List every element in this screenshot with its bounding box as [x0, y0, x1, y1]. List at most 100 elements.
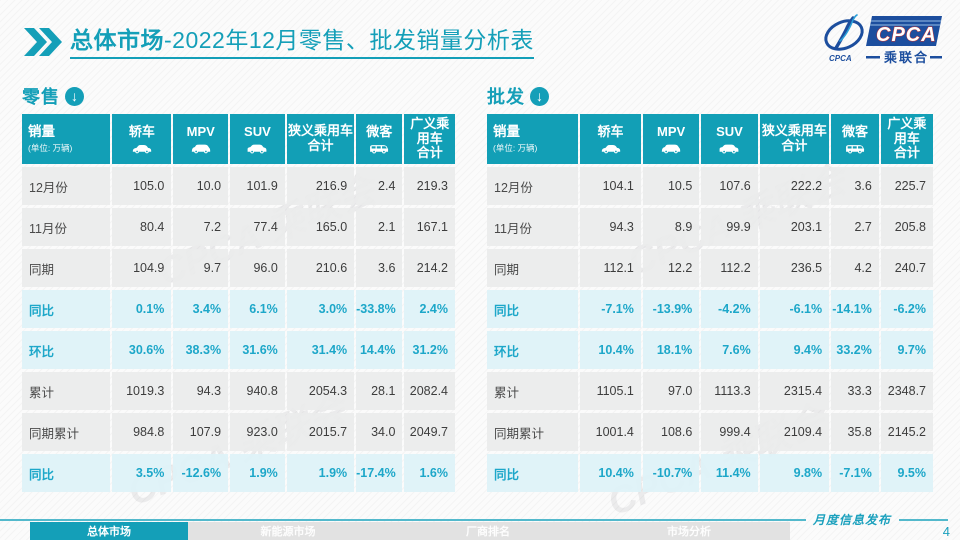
- row-label: 12月份: [487, 167, 579, 205]
- footer-tab-3[interactable]: 厂商排名: [466, 526, 510, 538]
- cell-value: 107.6: [701, 167, 758, 205]
- cell-value: 1001.4: [580, 413, 641, 451]
- column-header: SUV: [230, 114, 285, 164]
- table-row: 同比 10.4% -10.7% 11.4% 9.8% -7.1% 9.5%: [487, 454, 933, 492]
- microvan-icon: [357, 141, 401, 154]
- sedan-icon: [113, 141, 170, 154]
- wholesale-section: 批发 ↓ 销量 (单位: 万辆) 轿车 MPV SUV 狭义乘用车 合计 微客 广义乘用车 合计 1…: [487, 84, 937, 495]
- cell-value: 1113.3: [701, 372, 758, 410]
- cell-value: 0.1%: [112, 290, 172, 328]
- column-header: MPV: [173, 114, 229, 164]
- cell-value: 3.4%: [173, 290, 229, 328]
- cell-value: 28.1: [356, 372, 403, 410]
- cell-value: 2.4%: [404, 290, 455, 328]
- column-header: 狭义乘用车 合计: [759, 114, 830, 164]
- cpca-emblem-icon: CPCA: [824, 14, 864, 63]
- column-header: 微客: [831, 114, 879, 164]
- cell-value: 31.4%: [286, 331, 355, 369]
- cell-value: 108.6: [642, 413, 700, 451]
- cell-value: 1.9%: [286, 454, 355, 492]
- cell-value: 112.1: [580, 249, 641, 287]
- suv-icon: [702, 141, 756, 154]
- row-label: 环比: [487, 331, 579, 369]
- cell-value: 31.6%: [230, 331, 285, 369]
- cell-value: 31.2%: [404, 331, 455, 369]
- cell-value: 205.8: [880, 208, 933, 246]
- cell-value: 6.1%: [230, 290, 285, 328]
- footer-tab-4[interactable]: 市场分析: [667, 526, 711, 538]
- footer-rule-left: [0, 519, 806, 521]
- wholesale-section-header: 批发 ↓: [487, 84, 937, 108]
- cell-value: 94.3: [173, 372, 229, 410]
- cell-value: 99.9: [701, 208, 758, 246]
- column-header: 广义乘用车 合计: [404, 114, 455, 164]
- cell-value: 214.2: [404, 249, 455, 287]
- cell-value: 3.6: [356, 249, 403, 287]
- cell-value: 101.9: [230, 167, 285, 205]
- wholesale-section-label: 批发: [487, 87, 525, 107]
- cell-value: 2054.3: [286, 372, 355, 410]
- cell-value: 2.4: [356, 167, 403, 205]
- sedan-icon: [581, 141, 640, 154]
- page-title: 总体市场-2022年12月零售、批发销量分析表: [70, 26, 534, 59]
- cell-value: 2082.4: [404, 372, 455, 410]
- emblem-text: CPCA: [829, 54, 852, 63]
- cell-value: 167.1: [404, 208, 455, 246]
- column-header: 广义乘用车 合计: [880, 114, 933, 164]
- cpca-banner: CPCA 乘联合: [866, 16, 942, 65]
- column-header: 销量 (单位: 万辆): [487, 114, 579, 164]
- suv-icon: [231, 141, 284, 154]
- row-label: 同期: [22, 249, 111, 287]
- retail-section-header: 零售 ↓: [22, 84, 459, 108]
- cell-value: -4.2%: [701, 290, 758, 328]
- footer-tab-2[interactable]: 新能源市场: [260, 526, 316, 538]
- page-title-rest: -2022年12月零售、批发销量分析表: [164, 27, 534, 53]
- title-row: 总体市场-2022年12月零售、批发销量分析表: [24, 26, 534, 59]
- row-label: 同期累计: [487, 413, 579, 451]
- cell-value: 1105.1: [580, 372, 641, 410]
- cell-value: 14.4%: [356, 331, 403, 369]
- table-row: 同期累计 984.8 107.9 923.0 2015.7 34.0 2049.7: [22, 413, 455, 451]
- svg-text:乘联合: 乘联合: [883, 50, 929, 65]
- cell-value: 222.2: [759, 167, 830, 205]
- cell-value: 984.8: [112, 413, 172, 451]
- cell-value: 33.2%: [831, 331, 879, 369]
- cell-value: 107.9: [173, 413, 229, 451]
- cpca-logo: CPCA CPCA 乘联合: [824, 14, 942, 65]
- table-row: 同期累计 1001.4 108.6 999.4 2109.4 35.8 2145.2: [487, 413, 933, 451]
- cell-value: 1019.3: [112, 372, 172, 410]
- cell-value: 2.1: [356, 208, 403, 246]
- cell-value: 2109.4: [759, 413, 830, 451]
- cell-value: -7.1%: [831, 454, 879, 492]
- page-title-bold: 总体市场: [70, 27, 164, 53]
- table-row: 同期 104.9 9.7 96.0 210.6 3.6 214.2: [22, 249, 455, 287]
- cell-value: 30.6%: [112, 331, 172, 369]
- table-row: 11月份 80.4 7.2 77.4 165.0 2.1 167.1: [22, 208, 455, 246]
- cell-value: 10.5: [642, 167, 700, 205]
- footer-rule-right: [899, 519, 948, 521]
- column-header: 轿车: [112, 114, 172, 164]
- cell-value: 9.4%: [759, 331, 830, 369]
- table-row: 同比 3.5% -12.6% 1.9% 1.9% -17.4% 1.6%: [22, 454, 455, 492]
- cell-value: 219.3: [404, 167, 455, 205]
- table-row: 12月份 105.0 10.0 101.9 216.9 2.4 219.3: [22, 167, 455, 205]
- cell-value: 8.9: [642, 208, 700, 246]
- table-row: 同比 -7.1% -13.9% -4.2% -6.1% -14.1% -6.2%: [487, 290, 933, 328]
- cell-value: 9.8%: [759, 454, 830, 492]
- cell-value: -17.4%: [356, 454, 403, 492]
- retail-sales-table: 销量 (单位: 万辆) 轿车 MPV SUV 狭义乘用车 合计 微客 广义乘用车 合计 12月份 10…: [20, 111, 457, 495]
- cell-value: 2315.4: [759, 372, 830, 410]
- cell-value: 10.0: [173, 167, 229, 205]
- wholesale-sales-table: 销量 (单位: 万辆) 轿车 MPV SUV 狭义乘用车 合计 微客 广义乘用车 合计 12月份 10…: [485, 111, 935, 495]
- footer-tab-1[interactable]: 总体市场: [30, 522, 188, 540]
- cell-value: 923.0: [230, 413, 285, 451]
- row-label: 同期累计: [22, 413, 111, 451]
- cell-value: -6.2%: [880, 290, 933, 328]
- cell-value: -7.1%: [580, 290, 641, 328]
- table-row: 环比 10.4% 18.1% 7.6% 9.4% 33.2% 9.7%: [487, 331, 933, 369]
- svg-text:CPCA: CPCA: [876, 24, 937, 46]
- row-label: 12月份: [22, 167, 111, 205]
- cell-value: 225.7: [880, 167, 933, 205]
- cell-value: 33.3: [831, 372, 879, 410]
